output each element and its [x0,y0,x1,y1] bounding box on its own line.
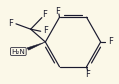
Polygon shape [27,42,45,50]
Text: F: F [85,70,90,79]
Text: F: F [55,7,60,16]
Text: F: F [8,19,12,28]
Text: F: F [108,37,112,47]
Text: H₂N: H₂N [11,48,25,55]
Text: F: F [44,26,48,35]
Text: F: F [42,10,47,19]
